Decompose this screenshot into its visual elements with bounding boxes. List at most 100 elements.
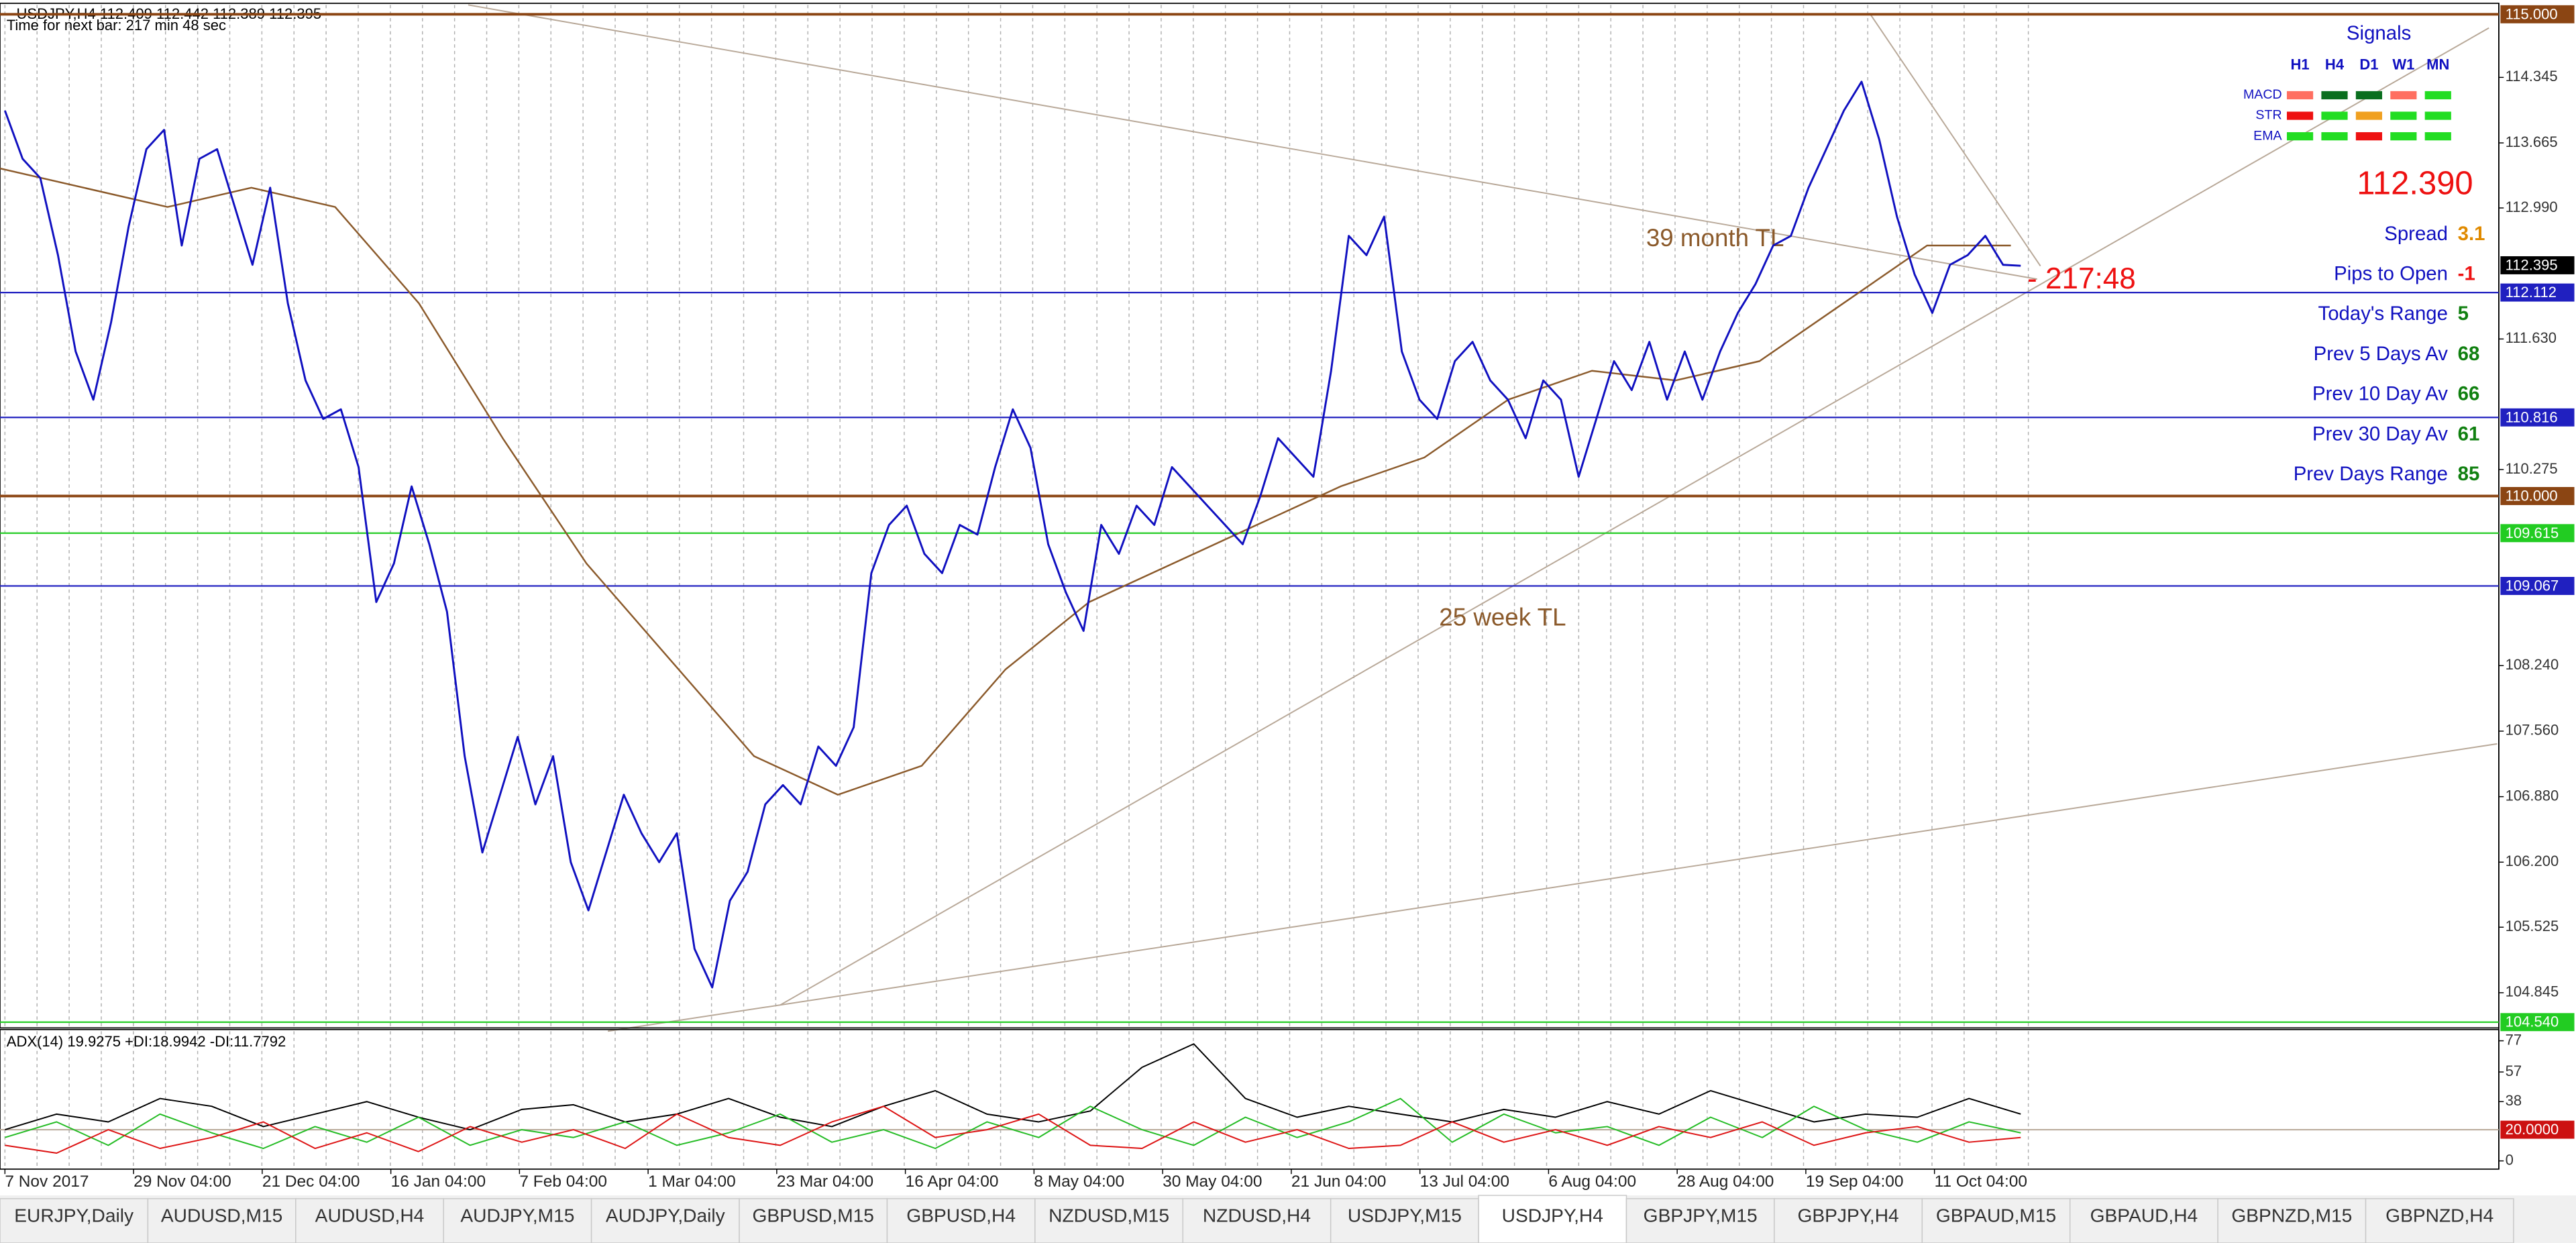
signal-row-label: STR (2255, 108, 2282, 123)
info-value: 61 (2458, 423, 2480, 445)
x-tick-label: 6 Aug 04:00 (1548, 1173, 1636, 1191)
y-tick-label: 113.665 (2506, 133, 2558, 150)
signal-cell (2355, 91, 2383, 100)
tab[interactable] (1182, 1198, 1332, 1243)
tab[interactable] (2069, 1198, 2218, 1243)
price-tag (2500, 1013, 2575, 1032)
x-tick-label: 16 Apr 04:00 (906, 1173, 999, 1191)
tab-label[interactable]: NZDUSD,M15 (1049, 1205, 1169, 1226)
info-label: Today's Range (2318, 303, 2448, 325)
x-tick-label: 21 Jun 04:00 (1291, 1173, 1387, 1191)
x-tick-label: 23 Mar 04:00 (777, 1173, 873, 1191)
tab[interactable] (295, 1198, 444, 1243)
y-tick-label: 105.525 (2506, 918, 2559, 934)
tab-label[interactable]: GBPJPY,H4 (1797, 1205, 1898, 1226)
tab-label[interactable]: AUDUSD,M15 (161, 1205, 282, 1226)
timer: Time for next bar: 217 min 48 sec (7, 17, 226, 34)
signal-cell (2390, 91, 2417, 100)
price-tag-label: 20.0000 (2506, 1121, 2559, 1138)
tab[interactable] (1774, 1198, 1923, 1243)
tab-label[interactable]: GBPUSD,M15 (753, 1205, 874, 1226)
tab-label[interactable]: GBPNZD,H4 (2385, 1205, 2493, 1226)
tab[interactable] (2217, 1198, 2367, 1243)
price-tag-label: 112.112 (2506, 284, 2557, 301)
countdown: - 217:48 (2027, 262, 2136, 295)
price-tag (2500, 408, 2575, 427)
price-tag-label: 109.615 (2506, 525, 2559, 541)
annotation: 39 month TL (1646, 224, 1784, 252)
x-tick-label: 11 Oct 04:00 (1935, 1173, 2027, 1191)
tab[interactable] (0, 1198, 149, 1243)
moving-average (0, 167, 2011, 796)
annotation: 25 week TL (1439, 604, 1566, 631)
tab[interactable] (590, 1198, 740, 1243)
tab-label[interactable]: GBPAUD,H4 (2090, 1205, 2198, 1226)
tab[interactable] (886, 1198, 1036, 1243)
x-tick-label: 28 Aug 04:00 (1677, 1173, 1774, 1191)
y-tick-label: 114.345 (2506, 68, 2558, 85)
signal-row-label: EMA (2253, 128, 2282, 143)
signal-cell (2286, 91, 2314, 100)
adx-line (5, 1105, 2021, 1154)
current-price: 112.390 (2357, 166, 2473, 202)
info-label: Prev 10 Day Av (2312, 383, 2448, 405)
price-tag-label: 104.540 (2506, 1014, 2559, 1030)
info-value: 3.1 (2458, 223, 2485, 245)
price-tag (2500, 577, 2575, 595)
tab-label[interactable]: NZDUSD,H4 (1203, 1205, 1311, 1226)
tab-label[interactable]: USDJPY,M15 (1348, 1205, 1462, 1226)
signal-column: H4 (2325, 56, 2345, 73)
x-tick-label: 13 Jul 04:00 (1420, 1173, 1509, 1191)
y-tick-label: 104.845 (2506, 983, 2559, 1000)
adx-line (5, 1097, 2021, 1149)
vertical-grid (4, 5, 2029, 1169)
signal-row-label: MACD (2243, 87, 2282, 102)
info-value: -1 (2458, 263, 2475, 285)
info-value: 85 (2458, 463, 2480, 485)
tab[interactable] (1921, 1198, 2071, 1243)
price-tag (2500, 283, 2575, 302)
tab-label[interactable]: EURJPY,Daily (14, 1205, 134, 1226)
tab-label[interactable]: USDJPY,H4 (1502, 1205, 1603, 1226)
tab-label[interactable]: GBPNZD,M15 (2231, 1205, 2352, 1226)
info-label: Prev Days Range (2294, 463, 2448, 485)
signal-cell (2390, 111, 2417, 120)
signal-column: D1 (2359, 56, 2378, 73)
x-tick-label: 8 May 04:00 (1034, 1173, 1124, 1191)
y-tick-label: 57 (2506, 1063, 2522, 1079)
info-value: 68 (2458, 343, 2480, 365)
y-tick-label: 77 (2506, 1031, 2522, 1048)
x-tick-label: 30 May 04:00 (1163, 1173, 1262, 1191)
tab-label[interactable]: AUDUSD,H4 (315, 1205, 425, 1226)
adx-header: ADX(14) 19.9275 +DI:18.9942 -DI:11.7792 (7, 1033, 286, 1050)
tab[interactable] (739, 1198, 888, 1243)
tab[interactable] (1034, 1198, 1183, 1243)
trend-line (607, 743, 2498, 1032)
signal-column: W1 (2392, 56, 2414, 73)
trend-line (780, 27, 2489, 1006)
price-tag-label: 110.816 (2506, 409, 2558, 425)
y-tick-label: 0 (2506, 1151, 2514, 1168)
tab-label[interactable]: AUDJPY,Daily (606, 1205, 726, 1226)
signal-cell (2321, 91, 2348, 100)
tab-label[interactable]: GBPAUD,M15 (1936, 1205, 2056, 1226)
price-tag-label: 115.000 (2506, 5, 2558, 22)
info-label: Prev 30 Day Av (2312, 423, 2448, 445)
tab-label[interactable]: GBPUSD,H4 (906, 1205, 1016, 1226)
tab-label[interactable]: AUDJPY,M15 (460, 1205, 574, 1226)
tab[interactable] (1330, 1198, 1479, 1243)
price-tag (2500, 256, 2575, 274)
signal-cell (2390, 132, 2417, 141)
tab[interactable] (147, 1198, 297, 1243)
tab[interactable] (2365, 1198, 2514, 1243)
signals-title: Signals (2347, 22, 2411, 44)
y-tick-label: 107.560 (2506, 722, 2559, 739)
tab-label[interactable]: GBPJPY,M15 (1644, 1205, 1758, 1226)
y-tick-label: 111.630 (2506, 329, 2557, 346)
signal-cell (2424, 132, 2451, 141)
signal-cell (2286, 111, 2314, 120)
tab[interactable] (1478, 1195, 1627, 1243)
trend-line (1869, 13, 2041, 267)
